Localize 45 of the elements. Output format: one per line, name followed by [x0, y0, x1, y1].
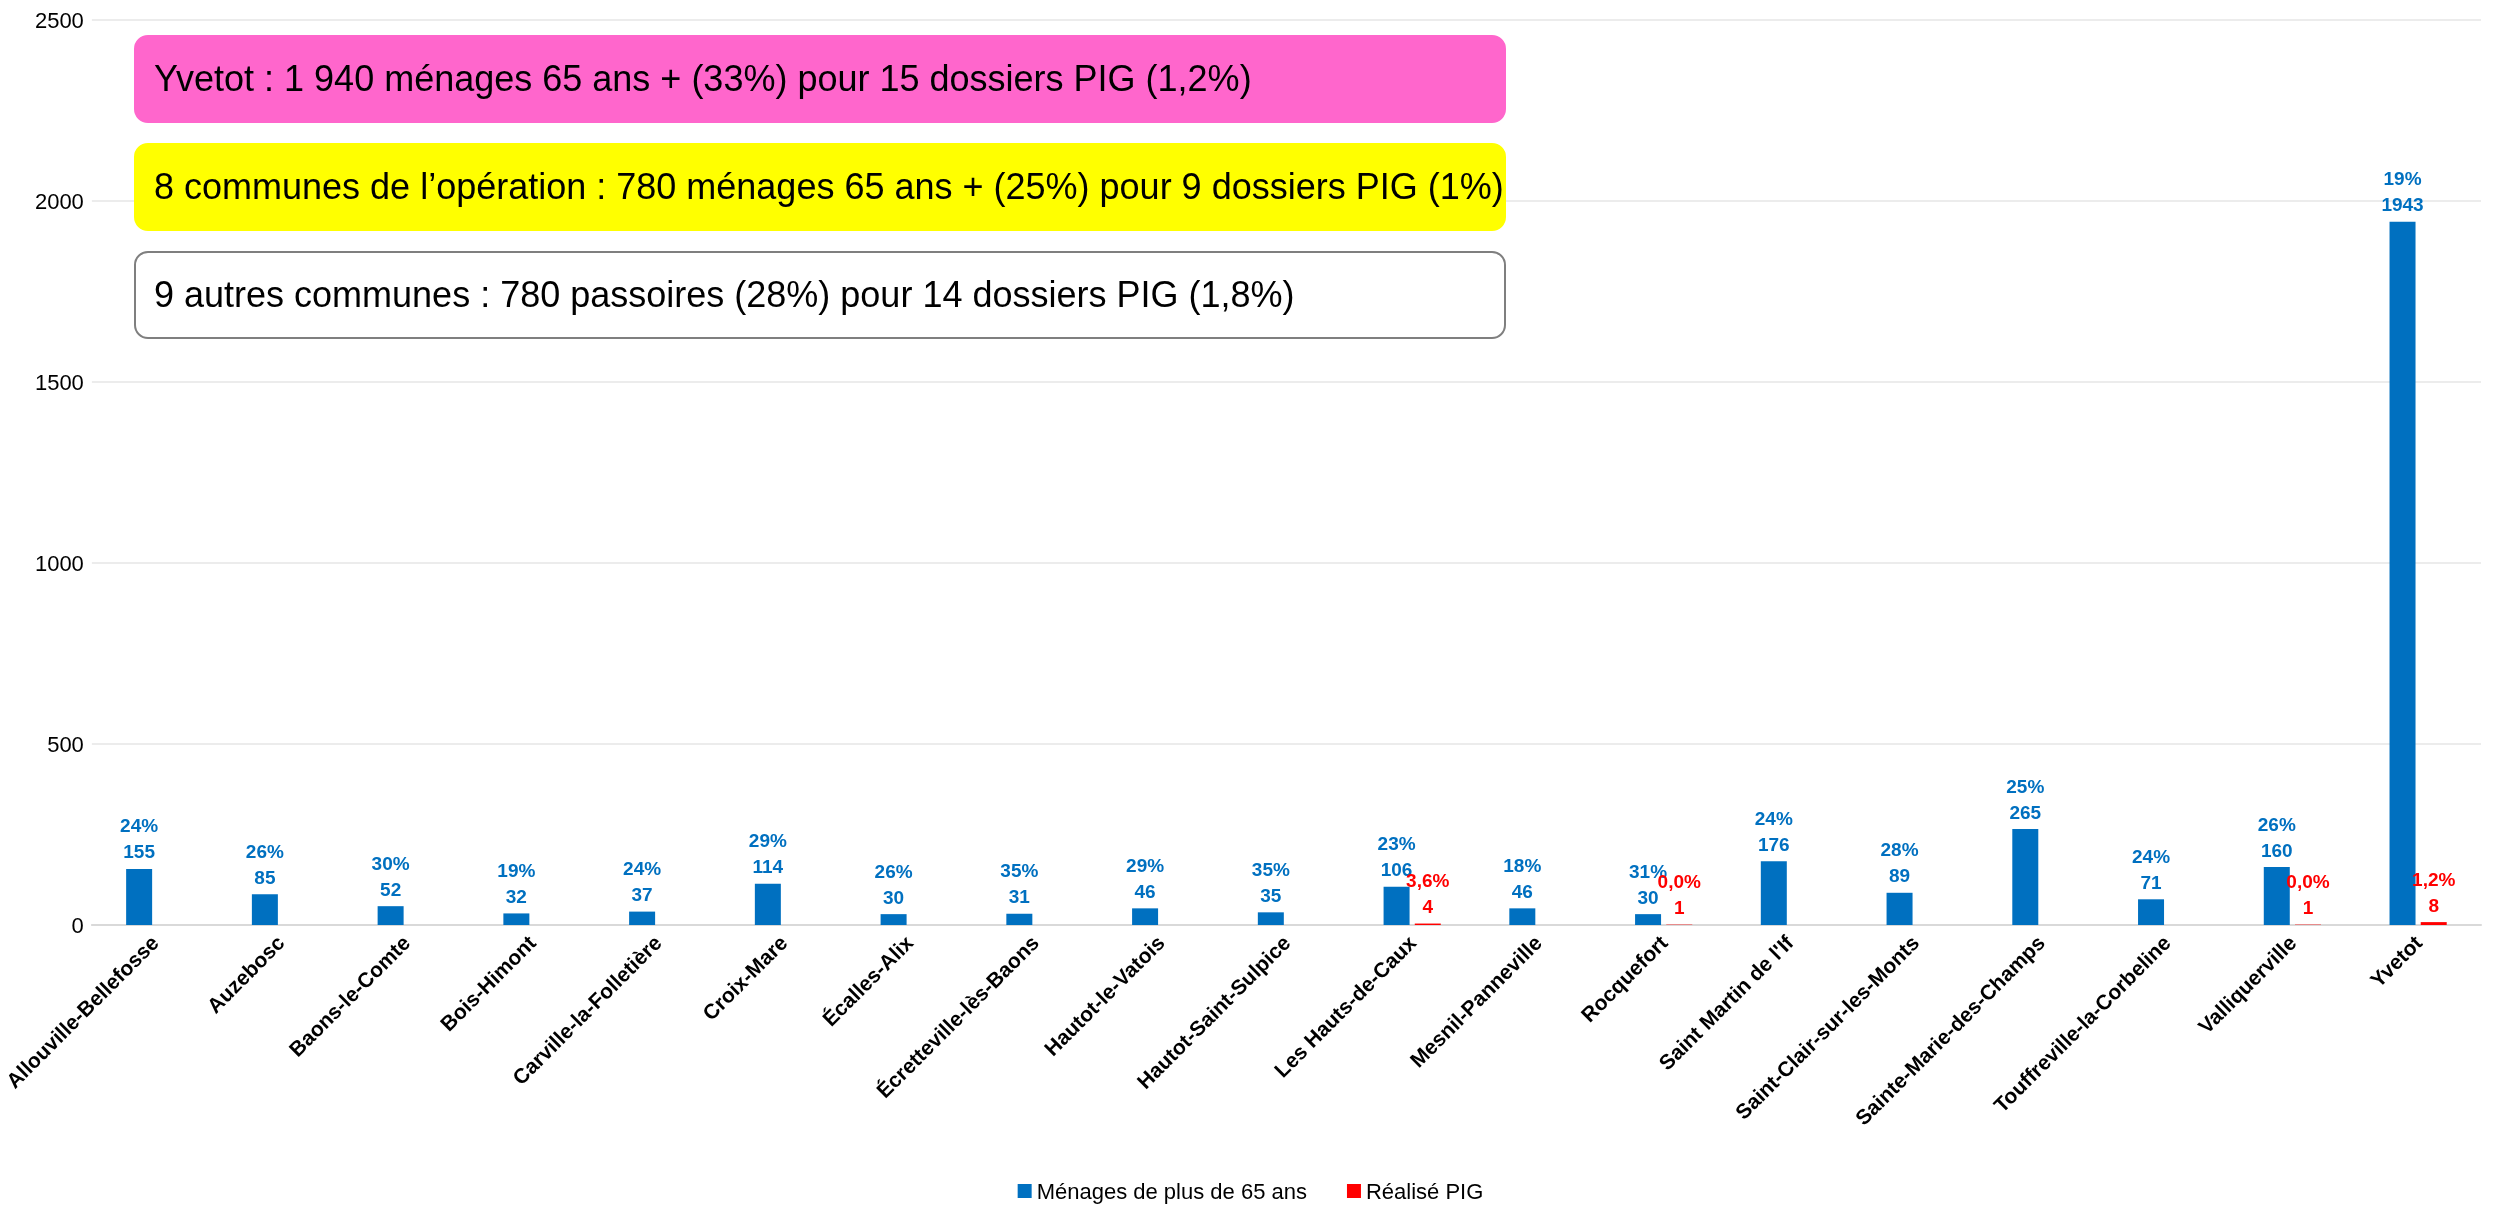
data-label: 35% 31 [1000, 860, 1039, 908]
bar [503, 913, 530, 925]
data-label: 18% 46 [1503, 854, 1542, 902]
bar [2420, 922, 2447, 925]
data-label: 30% 52 [371, 852, 410, 900]
bar [1509, 908, 1536, 925]
y-tick-label: 1000 [34, 550, 84, 576]
data-label: 28% 89 [1880, 839, 1919, 887]
note-box: 9 autres communes : 780 passoires (28%) pour 14 dossiers PIG (1,8%) [134, 251, 1506, 339]
y-tick-label: 0 [71, 912, 84, 938]
bar [629, 911, 656, 925]
bar [251, 894, 278, 925]
data-label: 26% 160 [2257, 813, 2296, 861]
bar [1886, 892, 1913, 925]
data-label: 24% 176 [1754, 807, 1793, 855]
bar [126, 868, 153, 925]
legend-label: Ménages de plus de 65 ans [1036, 1178, 1307, 1204]
y-tick-label: 2000 [34, 188, 84, 214]
data-label: 35% 35 [1251, 858, 1290, 906]
bar [880, 914, 907, 925]
data-label: 26% 85 [245, 840, 284, 888]
data-label: 24% 37 [623, 858, 662, 906]
bar [1760, 861, 1787, 925]
bar [1132, 908, 1159, 925]
bar [1257, 912, 1284, 925]
data-label: 25% 265 [2006, 775, 2045, 823]
data-label: 24% 71 [2132, 845, 2171, 893]
bar [2012, 829, 2039, 925]
note-box: Yvetot : 1 940 ménages 65 ans + (33%) pour 15 dossiers PIG (1,2%) [134, 35, 1506, 123]
bar [1635, 914, 1662, 925]
bar [2138, 899, 2165, 925]
data-label: 26% 30 [874, 860, 913, 908]
legend-label: Réalisé PIG [1365, 1178, 1484, 1204]
data-label: 29% 114 [748, 830, 787, 878]
bar [377, 906, 404, 925]
bar [1006, 913, 1033, 925]
y-tick-label: 500 [47, 731, 84, 757]
data-label: 24% 155 [120, 815, 159, 863]
data-label: 19% 32 [497, 859, 536, 907]
data-label: 29% 46 [1126, 854, 1165, 902]
y-tick-label: 2500 [34, 7, 84, 33]
note-box: 8 communes de l’opération : 780 ménages 65 ans + (25%) pour 9 dossiers PIG (1%) [134, 143, 1506, 231]
bar [754, 883, 781, 925]
data-label: 19% 1943 [2381, 168, 2424, 216]
y-tick-label: 1500 [34, 369, 84, 395]
